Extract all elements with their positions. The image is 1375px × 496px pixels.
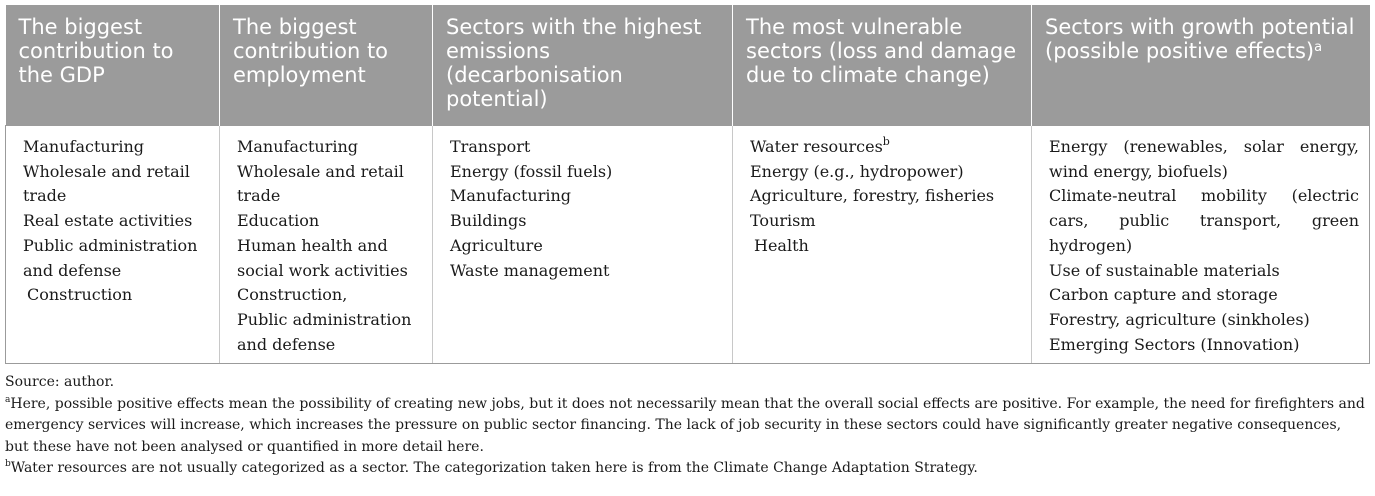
list-item: Energy (e.g., hydropower) xyxy=(750,161,964,181)
list-item: Buildings xyxy=(450,211,527,231)
list-item: Manufacturing xyxy=(237,137,358,156)
header-gdp: The biggest contribution to the GDP xyxy=(5,5,220,126)
list-item: Public administration and defense xyxy=(23,235,198,280)
list-item: Energy (renewables, solar energy, wind e… xyxy=(1049,137,1359,181)
cell-gdp: Manufacturing Wholesale and retail trade… xyxy=(5,124,220,365)
list-item: Forestry, agriculture (sinkholes) xyxy=(1049,309,1310,329)
list-item: Public administration and defense xyxy=(237,309,412,354)
list-item: Use of sustainable materials xyxy=(1049,260,1280,280)
list-item: Wholesale and retail trade xyxy=(23,161,190,206)
list-item: Carbon capture and storage xyxy=(1049,285,1278,305)
list-item: Agriculture, forestry, fisheries xyxy=(750,186,995,206)
list-item: Human health and social work activities xyxy=(237,235,408,280)
list-item: Wholesale and retail trade xyxy=(237,161,404,206)
list-item: Transport xyxy=(450,137,531,156)
list-item: Emerging Sectors (Innovation) xyxy=(1049,334,1300,354)
cell-growth: Energy (renewables, solar energy, wind e… xyxy=(1031,124,1370,365)
list-item: Water resourcesb xyxy=(750,135,890,156)
list-item: Manufacturing xyxy=(23,137,144,156)
cell-emissions: Transport Energy (fossil fuels) Manufact… xyxy=(432,124,733,365)
list-item: Construction xyxy=(27,285,133,305)
list-item: Education xyxy=(237,211,320,231)
header-vulnerable: The most vulnerable sectors (loss and da… xyxy=(732,5,1032,126)
footnote-marker-a: a xyxy=(1314,40,1323,55)
table-row: Manufacturing Wholesale and retail trade… xyxy=(5,124,1370,365)
header-employment: The biggest contribution to employment xyxy=(219,5,433,126)
table-container: The biggest contribution to the GDP The … xyxy=(5,5,1370,480)
cell-employment: Manufacturing Wholesale and retail trade… xyxy=(219,124,433,365)
list-item: Real estate activities xyxy=(23,211,193,231)
footnote-b: bWater resources are not usually categor… xyxy=(5,459,978,477)
header-growth: Sectors with growth potential (possible … xyxy=(1031,5,1370,126)
footnote-marker-b: b xyxy=(882,135,890,148)
list-item: Climate-neutral mobility (electric cars,… xyxy=(1049,186,1359,255)
cell-vulnerable: Water resourcesb Energy (e.g., hydropowe… xyxy=(732,124,1032,365)
list-item: Waste management xyxy=(450,260,610,280)
footnote-a: aHere, possible positive effects mean th… xyxy=(5,394,1365,455)
header-row: The biggest contribution to the GDP The … xyxy=(5,5,1370,126)
source-note: Source: author. xyxy=(5,374,115,391)
list-item: Agriculture xyxy=(450,235,543,255)
list-item: Energy (fossil fuels) xyxy=(450,161,613,181)
list-item: Manufacturing xyxy=(450,186,571,206)
list-item: Tourism xyxy=(750,211,816,231)
list-item: Health xyxy=(754,235,809,255)
table-notes: Source: author. aHere, possible positive… xyxy=(5,372,1369,480)
list-item: Construction, xyxy=(237,285,348,305)
header-emissions: Sectors with the highest emissions (deca… xyxy=(432,5,733,126)
sectors-table: The biggest contribution to the GDP The … xyxy=(5,5,1370,365)
